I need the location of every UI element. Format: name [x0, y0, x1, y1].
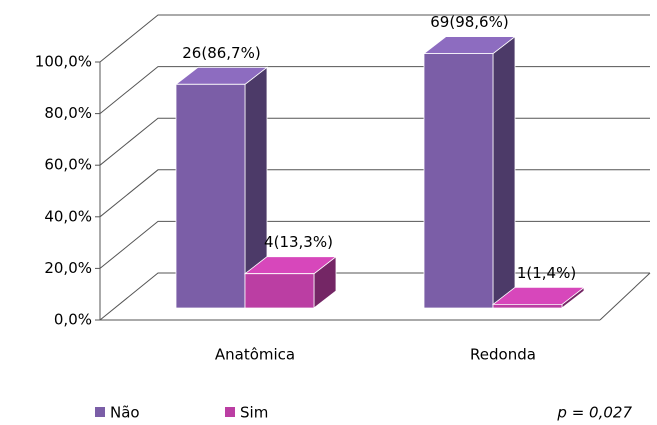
legend-swatch: [95, 407, 105, 417]
legend-label: Não: [110, 404, 140, 422]
value-label: 26(86,7%): [182, 44, 260, 62]
y-tick-label: 0,0%: [54, 311, 92, 329]
legend-label: Sim: [240, 404, 268, 422]
value-label: 1(1,4%): [517, 264, 576, 282]
x-tick-label: Anatômica: [215, 346, 295, 364]
bar-front: [492, 303, 563, 309]
p-value: p = 0,027: [556, 404, 632, 422]
bar: [243, 255, 338, 309]
y-tick-label: 60,0%: [44, 156, 92, 174]
bar: [174, 66, 269, 309]
bar-side: [492, 35, 516, 309]
y-tick-label: 40,0%: [44, 207, 92, 225]
y-tick-label: 80,0%: [44, 104, 92, 122]
value-label: 4(13,3%): [264, 233, 333, 251]
legend-swatch: [225, 407, 235, 417]
grid-line: [99, 14, 650, 63]
bar-front: [244, 273, 315, 309]
bar-front: [423, 53, 494, 309]
x-tick-label: Redonda: [470, 346, 536, 364]
y-tick-label: 20,0%: [44, 259, 92, 277]
bar: [491, 286, 586, 309]
bar-front: [175, 83, 246, 309]
value-label: 69(98,6%): [430, 13, 508, 31]
y-tick-label: 100,0%: [35, 53, 92, 71]
bar: [422, 35, 517, 309]
floor-right: [599, 272, 651, 321]
